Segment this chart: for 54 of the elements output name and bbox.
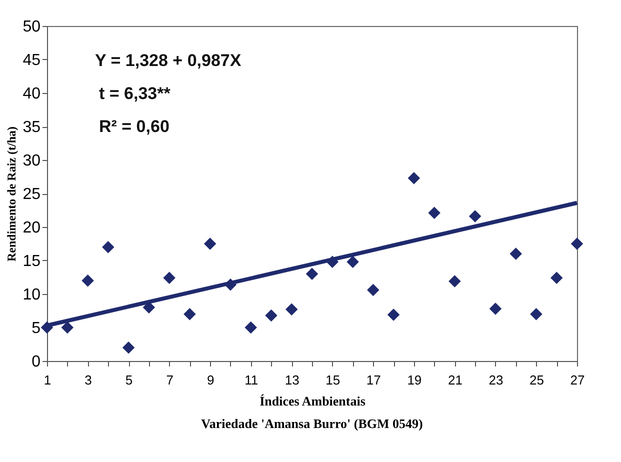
point bbox=[204, 238, 216, 250]
point bbox=[408, 172, 420, 184]
point bbox=[265, 309, 278, 322]
x-tick-label: 15 bbox=[326, 372, 340, 388]
y-tick-label: 20 bbox=[22, 220, 41, 236]
x-tick-label: 13 bbox=[284, 372, 300, 388]
y-tick-label: 40 bbox=[22, 86, 41, 102]
y-tick-label: 50 bbox=[22, 18, 41, 36]
point bbox=[122, 341, 135, 354]
y-tick-label: 10 bbox=[22, 286, 41, 304]
point bbox=[184, 308, 196, 320]
annotation: R² = 0,60 bbox=[99, 117, 170, 136]
y-axis-title: Rendimento de Raiz (t/ha) bbox=[4, 126, 19, 262]
x-tick-label: 11 bbox=[244, 372, 258, 388]
annotation: t = 6,33** bbox=[99, 84, 171, 103]
point bbox=[530, 308, 542, 320]
annotation: Y = 1,328 + 0,987X bbox=[95, 51, 242, 70]
point bbox=[163, 272, 176, 284]
x-tick-label: 21 bbox=[448, 372, 462, 388]
point bbox=[102, 240, 114, 254]
x-tick-label: 23 bbox=[488, 372, 504, 388]
y-tick-label: 45 bbox=[22, 52, 41, 69]
y-tick-label: 30 bbox=[22, 152, 41, 170]
y-tick-label: 35 bbox=[22, 119, 41, 136]
x-axis-title: Índices Ambientais bbox=[260, 394, 366, 408]
point bbox=[244, 321, 257, 334]
x-tick-label: 7 bbox=[166, 372, 174, 388]
y-tick-label: 15 bbox=[22, 253, 41, 270]
x-tick-label: 19 bbox=[407, 372, 422, 388]
point bbox=[387, 308, 400, 321]
point bbox=[570, 238, 584, 250]
x-tick-label: 1 bbox=[44, 372, 52, 388]
point bbox=[468, 210, 482, 222]
point bbox=[346, 256, 359, 268]
x-tick-label: 25 bbox=[529, 372, 544, 388]
point bbox=[82, 274, 94, 287]
point bbox=[61, 321, 74, 334]
x-tick-label: 5 bbox=[125, 372, 133, 388]
y-tick-label: 5 bbox=[32, 320, 41, 337]
point bbox=[306, 268, 318, 280]
x-tick-label: 3 bbox=[84, 372, 92, 388]
point bbox=[489, 302, 502, 315]
point bbox=[448, 275, 461, 288]
point bbox=[367, 284, 380, 296]
y-tick-label: 25 bbox=[22, 186, 41, 203]
point bbox=[510, 248, 522, 260]
point bbox=[285, 303, 298, 316]
y-tick-label: 0 bbox=[32, 354, 41, 370]
point bbox=[428, 206, 440, 220]
text: Variedade 'Amansa Burro' (BGM 0549) bbox=[201, 416, 423, 431]
x-tick-label: 27 bbox=[570, 372, 585, 388]
x-tick-label: 9 bbox=[206, 372, 214, 388]
x-tick-label: 17 bbox=[366, 372, 381, 388]
point bbox=[550, 272, 563, 284]
